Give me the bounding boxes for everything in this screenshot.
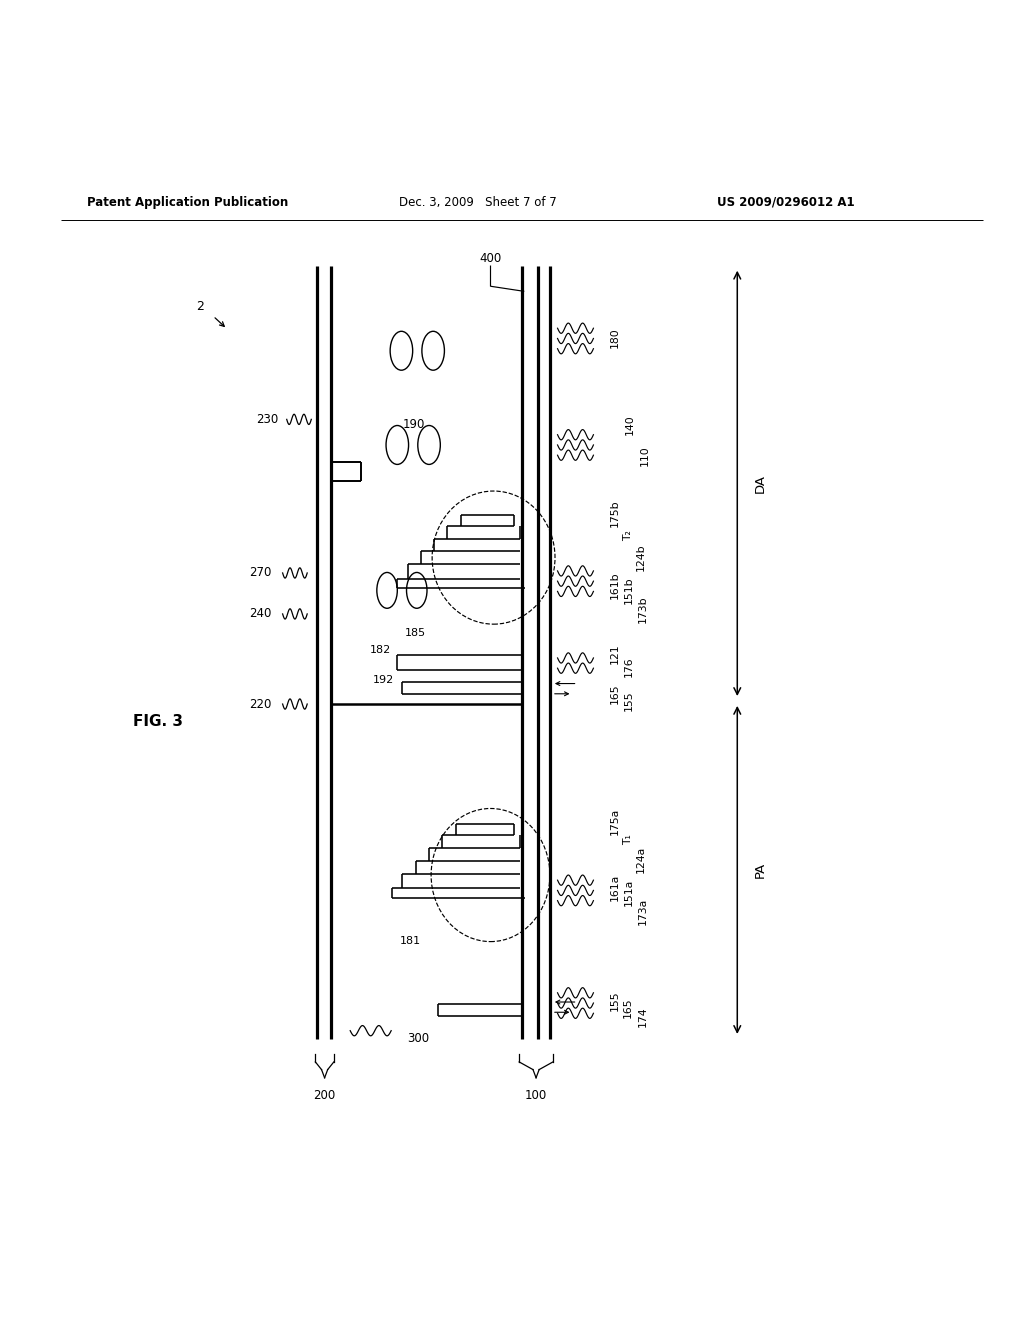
Text: 151a: 151a [624,879,634,906]
Text: PA: PA [754,862,766,878]
Text: 155: 155 [609,991,620,1011]
Text: 270: 270 [249,566,271,579]
Text: 176: 176 [624,657,634,677]
Text: 181: 181 [399,936,421,945]
Text: 124a: 124a [636,846,646,874]
Text: 2: 2 [196,300,204,313]
Text: 174: 174 [638,1006,648,1027]
Text: 161a: 161a [609,874,620,902]
Text: 190: 190 [402,418,425,430]
Text: FIG. 3: FIG. 3 [133,714,183,729]
Text: T₁: T₁ [623,834,633,845]
Text: 400: 400 [479,252,502,265]
Text: 240: 240 [249,607,271,620]
Text: 121: 121 [609,644,620,664]
Text: US 2009/0296012 A1: US 2009/0296012 A1 [717,195,854,209]
Text: 182: 182 [370,644,391,655]
Text: Dec. 3, 2009   Sheet 7 of 7: Dec. 3, 2009 Sheet 7 of 7 [399,195,557,209]
Text: Patent Application Publication: Patent Application Publication [87,195,289,209]
Text: 192: 192 [373,676,394,685]
Text: 100: 100 [525,1089,547,1102]
Text: 175b: 175b [609,500,620,528]
Text: 180: 180 [609,327,620,347]
Text: 165: 165 [623,998,633,1019]
Text: 200: 200 [313,1089,335,1102]
Text: 161b: 161b [609,572,620,599]
Text: 151b: 151b [624,577,634,605]
Text: DA: DA [754,474,766,492]
Text: 230: 230 [256,413,279,426]
Text: 165: 165 [609,684,620,704]
Text: 185: 185 [404,628,426,639]
Text: 155: 155 [624,690,634,711]
Text: 124b: 124b [636,544,646,572]
Text: 300: 300 [407,1032,429,1045]
Text: 173b: 173b [638,595,648,623]
Text: 110: 110 [640,445,650,466]
Text: T₂: T₂ [623,529,633,540]
Text: 140: 140 [625,414,635,434]
Text: 173a: 173a [638,898,648,924]
Text: 220: 220 [249,697,271,710]
Text: 175a: 175a [609,808,620,836]
